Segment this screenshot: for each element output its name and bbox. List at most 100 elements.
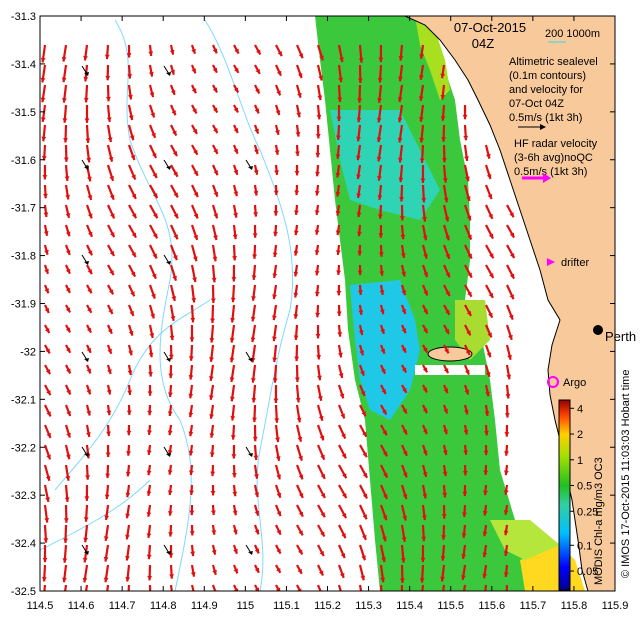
alt-arrowhead [166,166,171,170]
x-tick-label: 115.2 [314,600,341,612]
hf-arrowhead [423,272,428,278]
hf-arrowhead [213,148,218,154]
hf-arrowhead [127,370,133,376]
hf-arrowhead [44,517,50,523]
hf-arrowhead [129,135,135,141]
hf-arrowhead [62,577,67,583]
x-tick-label: 114.8 [150,600,177,612]
hf-arrowhead [443,368,449,374]
hf-arrowhead [192,108,197,114]
hf-arrowhead [503,510,509,515]
hf-arrowhead [362,431,367,437]
hf-arrowhead [362,534,367,540]
colorbar-tick-label: 0.25 [577,506,598,518]
hf-arrowhead [252,417,257,423]
hf-arrowhead [397,97,403,102]
hf-arrowhead [320,531,325,537]
hf-arrowhead [440,116,446,121]
hf-arrowhead [484,411,490,416]
hf-arrowhead [86,347,92,353]
hf-arrowhead [341,453,347,459]
hf-arrowhead [503,530,509,536]
colorbar [558,399,571,591]
hf-arrowhead [211,277,217,283]
hf-arrowhead [272,294,277,300]
hf-arrowhead [339,57,344,63]
hf-arrowhead [210,318,215,323]
hf-arrowhead [173,213,178,219]
hf-arrowhead [340,413,345,419]
hf-arrowhead [250,316,256,322]
hf-arrowhead [168,354,174,360]
hf-arrowhead [275,456,281,461]
hf-arrowhead [149,333,155,338]
hf-arrowhead [465,369,470,375]
hf-arrowhead [336,311,342,316]
hf-arrowhead [254,510,260,516]
hf-arrowhead [274,170,279,175]
hf-arrowhead [485,391,490,397]
alt-arrowhead [248,358,253,362]
hf-arrowhead [232,491,238,497]
alt-arrowhead [166,72,171,76]
hf-arrowhead [193,170,198,176]
hf-arrowhead [83,97,89,103]
hf-arrowhead [131,232,137,238]
hf-arrowhead [46,432,51,438]
hf-arrowhead [40,57,46,63]
alt-arrowhead [166,551,171,555]
hf-arrowhead [211,510,216,515]
hf-arrowhead [503,551,509,556]
altimetric-legend-line: 0.5m/s (1kt 3h) [509,112,582,124]
hf-arrowhead [273,190,279,196]
hf-arrowhead [151,132,156,138]
hf-arrowhead [423,253,428,259]
hf-arrowhead [320,473,325,479]
hf-arrowhead [376,137,382,143]
y-tick-label: -31.3 [11,11,36,23]
hf-arrowhead [167,411,173,416]
hf-arrowhead [380,348,386,354]
hf-arrowhead [276,70,282,76]
time-label: 04Z [472,36,494,51]
hf-arrow [190,584,195,591]
hf-arrowhead [230,297,236,303]
alt-arrowhead [166,261,171,265]
hf-arrowhead [43,193,48,199]
hf-arrowhead [338,373,344,378]
hf-arrowhead [336,250,341,255]
hf-arrowhead [44,249,49,255]
hf-arrowhead [482,552,488,558]
hf-arrowhead [66,389,71,395]
colorbar-title: MODIS Chl-a mg/m3 OC3 [593,457,605,585]
hf-arrowhead [487,332,492,338]
hf-arrowhead [146,470,152,476]
alt-arrowhead [166,358,171,362]
hf-arrowhead [85,475,90,480]
hf-arrowhead [110,232,115,238]
hf-arrowhead [212,48,218,54]
hf-arrowhead [190,317,196,323]
hf-arrowhead [88,231,93,237]
hf-arrowhead [465,176,470,182]
hf-arrowhead [108,289,114,295]
hf-arrowhead [109,251,115,257]
hf-arrowhead [298,511,304,517]
hf-arrowhead [422,450,428,456]
hf-arrowhead [276,548,281,554]
hf-arrowhead [153,213,158,219]
altimetric-legend-line: (0.1m contours) [509,70,586,82]
hf-arrowhead [509,253,515,259]
hf-arrowhead [422,429,428,435]
hf-arrowhead [254,128,259,134]
hf-arrowhead [212,67,218,73]
hf-arrowhead [213,235,218,240]
hf-arrowhead [191,297,197,303]
hf-arrowhead [146,512,152,517]
hf-arrow [316,584,322,591]
hf-arrowhead [107,348,112,354]
hf-arrowhead [63,157,69,162]
hf-arrowhead [276,492,282,498]
date-label: 07-Oct-2015 [454,20,526,35]
hf-arrowhead [109,194,115,200]
